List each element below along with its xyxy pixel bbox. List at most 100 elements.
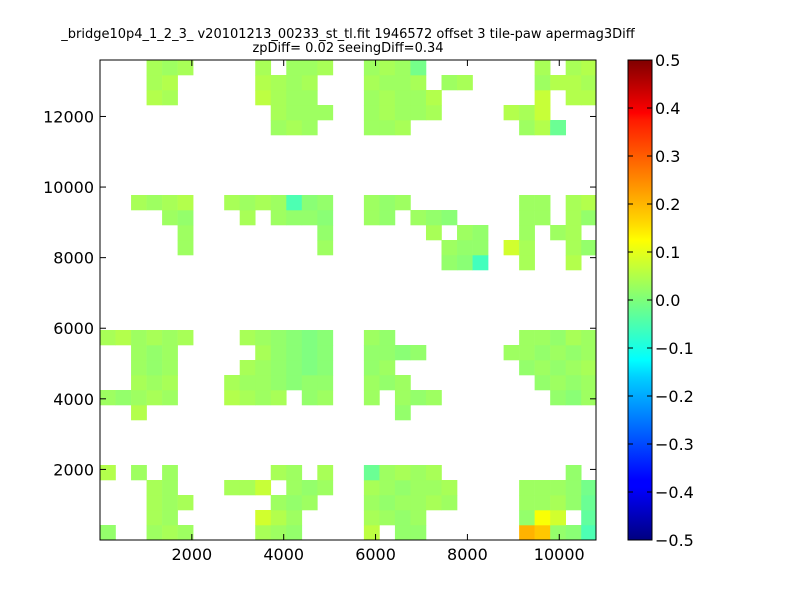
heatmap-cell bbox=[379, 510, 396, 526]
heatmap-cell bbox=[177, 240, 194, 256]
heatmap-cell bbox=[317, 345, 334, 361]
heatmap-cell bbox=[363, 510, 380, 526]
y-tick-label: 2000 bbox=[53, 460, 94, 479]
heatmap-cell bbox=[162, 480, 178, 496]
heatmap-cell bbox=[519, 360, 535, 376]
heatmap-cell bbox=[255, 525, 272, 540]
x-axis: 2000 4000 6000 8000 10000 bbox=[171, 60, 585, 564]
heatmap-cell bbox=[363, 390, 380, 406]
heatmap-cell bbox=[270, 75, 287, 91]
heatmap-cell bbox=[581, 360, 596, 376]
heatmap-cell bbox=[394, 60, 411, 76]
heatmap-cell bbox=[394, 375, 411, 391]
heatmap-cell bbox=[534, 525, 551, 540]
heatmap-cell bbox=[286, 330, 303, 346]
heatmap-cell bbox=[519, 510, 535, 526]
heatmap-cell bbox=[301, 495, 318, 511]
heatmap-cell bbox=[519, 255, 535, 271]
heatmap-cell bbox=[177, 195, 194, 211]
heatmap-cell bbox=[301, 60, 318, 76]
heatmap-cell bbox=[534, 120, 551, 136]
heatmap-cell bbox=[581, 510, 596, 526]
heatmap-cell bbox=[363, 120, 380, 136]
heatmap-cell bbox=[363, 360, 380, 376]
heatmap-cell bbox=[255, 330, 272, 346]
heatmap-cell bbox=[224, 195, 240, 211]
heatmap-cell bbox=[565, 345, 582, 361]
x-tick-label: 2000 bbox=[171, 545, 212, 564]
heatmap-cell bbox=[286, 210, 303, 226]
heatmap-cell bbox=[363, 345, 380, 361]
heatmap-cell bbox=[519, 480, 535, 496]
heatmap-cell bbox=[301, 375, 318, 391]
heatmap-cell bbox=[301, 390, 318, 406]
heatmap-cell bbox=[519, 525, 535, 540]
heatmap-cell bbox=[286, 345, 303, 361]
heatmap-cell bbox=[565, 90, 582, 106]
heatmap-cell bbox=[581, 60, 596, 76]
x-tick-label: 8000 bbox=[447, 545, 488, 564]
heatmap-cell bbox=[410, 510, 427, 526]
heatmap-cell bbox=[317, 390, 334, 406]
heatmap-cell bbox=[270, 120, 287, 136]
heatmap-cell bbox=[239, 360, 256, 376]
heatmap-cell bbox=[534, 105, 551, 121]
heatmap-cell bbox=[301, 120, 318, 136]
heatmap-cell bbox=[363, 495, 380, 511]
heatmap-cell bbox=[519, 225, 535, 241]
colorbar-tick-label: −0.3 bbox=[655, 435, 694, 454]
heatmap-cell bbox=[581, 375, 596, 391]
colorbar-tick-label: −0.4 bbox=[655, 483, 694, 502]
heatmap-cell bbox=[581, 240, 596, 256]
heatmap-cell bbox=[379, 330, 396, 346]
heatmap-cell bbox=[534, 345, 551, 361]
heatmap-cell bbox=[255, 90, 272, 106]
y-tick-label: 8000 bbox=[53, 249, 94, 268]
heatmap-cell bbox=[425, 210, 442, 226]
heatmap-cell bbox=[410, 75, 427, 91]
colorbar-tick-label: 0.4 bbox=[655, 99, 680, 118]
heatmap-cell bbox=[550, 330, 566, 346]
heatmap-cell bbox=[565, 495, 582, 511]
heatmap-cell bbox=[457, 225, 473, 241]
heatmap-cell bbox=[255, 360, 272, 376]
heatmap-cell bbox=[100, 330, 116, 346]
heatmap-cell bbox=[162, 330, 178, 346]
heatmap-cell bbox=[255, 390, 272, 406]
heatmap-cell bbox=[131, 405, 147, 421]
colorbar-axis: 0.5 0.4 0.3 0.2 0.1 0.0 −0.1 −0.2 −0.3 −0.4 −0.5 bbox=[628, 51, 694, 550]
heatmap-cell bbox=[317, 105, 334, 121]
heatmap-cell bbox=[410, 525, 427, 540]
heatmap-cell bbox=[472, 240, 489, 256]
heatmap-cell bbox=[255, 480, 272, 496]
heatmap-cell bbox=[472, 255, 489, 271]
colorbar-tick-label: 0.0 bbox=[655, 291, 680, 310]
heatmap-cell bbox=[534, 510, 551, 526]
heatmap-cell bbox=[270, 375, 287, 391]
heatmap-cell bbox=[379, 120, 396, 136]
heatmap-cell bbox=[270, 390, 287, 406]
heatmap-cell bbox=[379, 360, 396, 376]
heatmap-cell bbox=[425, 225, 442, 241]
heatmap-cell bbox=[224, 480, 240, 496]
heatmap-cell bbox=[550, 525, 566, 540]
heatmap-cell bbox=[270, 195, 287, 211]
heatmap-cell bbox=[550, 390, 566, 406]
heatmap-cell bbox=[115, 330, 132, 346]
heatmap-cell bbox=[162, 90, 178, 106]
colorbar-tick-label: 0.5 bbox=[655, 51, 680, 70]
heatmap-cell bbox=[317, 375, 334, 391]
heatmap-cell bbox=[565, 225, 582, 241]
heatmap-cell bbox=[394, 465, 411, 481]
heatmap-cell bbox=[581, 345, 596, 361]
heatmap-cell bbox=[286, 60, 303, 76]
heatmap-cell bbox=[131, 465, 147, 481]
heatmap-cell bbox=[379, 210, 396, 226]
heatmap-cell bbox=[534, 90, 551, 106]
heatmap-cell bbox=[301, 195, 318, 211]
heatmap-cell bbox=[146, 510, 163, 526]
heatmap-cell bbox=[394, 510, 411, 526]
heatmap-cell bbox=[550, 225, 566, 241]
heatmap-cell bbox=[394, 120, 411, 136]
heatmap-cell bbox=[534, 330, 551, 346]
